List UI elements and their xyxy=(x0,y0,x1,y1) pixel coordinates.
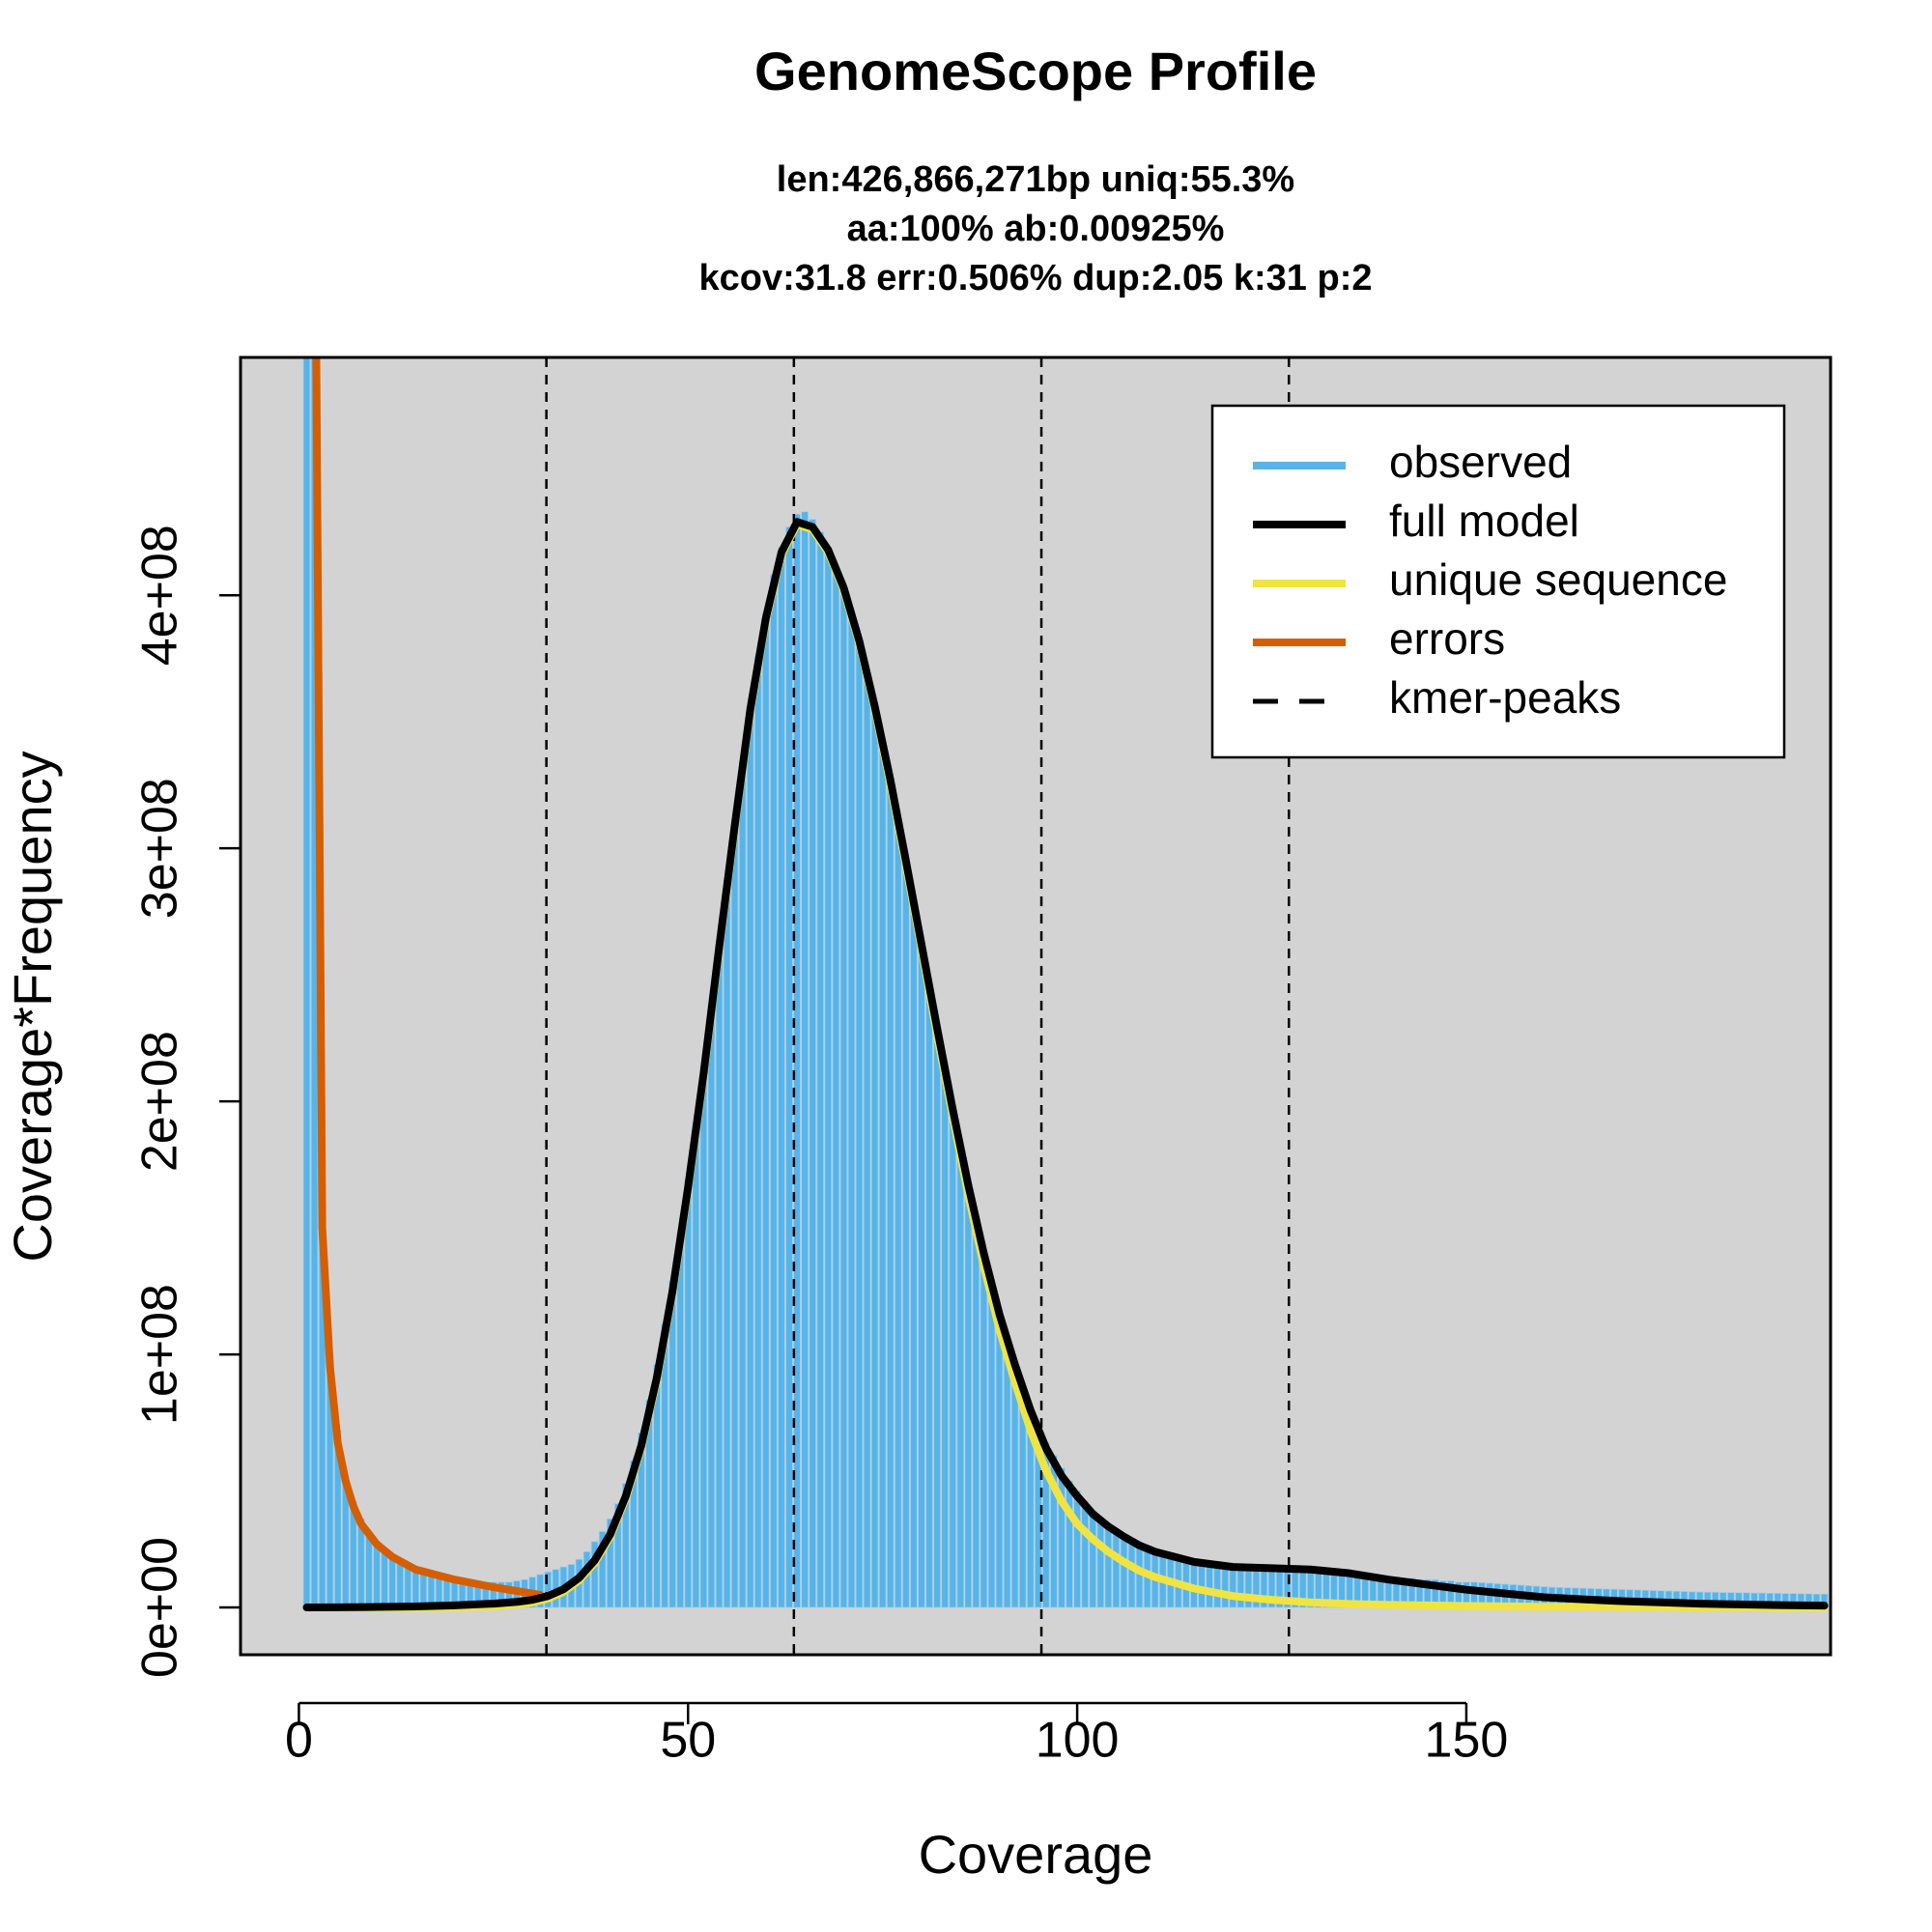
histogram-bar xyxy=(1003,1341,1011,1608)
histogram-bar xyxy=(956,1144,965,1608)
histogram-bar xyxy=(809,519,816,1608)
histogram-bar xyxy=(753,655,762,1608)
histogram-bar xyxy=(1127,1541,1136,1608)
histogram-bar xyxy=(684,1179,693,1608)
histogram-bar xyxy=(1213,1564,1221,1608)
histogram-bar xyxy=(738,761,747,1608)
histogram-bar xyxy=(598,1531,607,1608)
y-axis-label: Coverage*Frequency xyxy=(2,751,63,1262)
x-tick-label: 100 xyxy=(1036,1713,1120,1769)
histogram-bar xyxy=(941,1067,949,1608)
x-axis-label: Coverage xyxy=(919,1824,1153,1885)
legend-label: observed xyxy=(1389,437,1572,487)
chart-title: GenomeScope Profile xyxy=(754,41,1317,101)
histogram-bar xyxy=(832,569,840,1608)
histogram-bar xyxy=(1112,1531,1121,1608)
histogram-bar xyxy=(918,946,925,1608)
histogram-bar xyxy=(972,1217,980,1608)
histogram-bar xyxy=(778,547,785,1608)
legend-label: unique sequence xyxy=(1389,554,1727,605)
histogram-bar xyxy=(1073,1491,1081,1608)
histogram-bar xyxy=(1010,1366,1019,1608)
histogram-bar xyxy=(1236,1566,1245,1608)
histogram-bar xyxy=(933,1027,941,1608)
histogram-bar xyxy=(762,612,770,1608)
axes: 0 50 100 150 0e+00 1e+08 2e+08 3e+08 4e+08 xyxy=(132,355,1833,1769)
histogram-bar xyxy=(824,549,833,1608)
histogram-bar xyxy=(1081,1500,1089,1608)
histogram-bar xyxy=(995,1313,1004,1608)
histogram-bar xyxy=(606,1518,614,1608)
histogram-bar xyxy=(373,1541,381,1608)
subtitle: len:426,866,271bp uniq:55.3% xyxy=(777,159,1294,200)
histogram-bar xyxy=(613,1503,622,1608)
legend: observed full model unique sequence errors k… xyxy=(1210,404,1786,759)
histogram-bar xyxy=(886,786,895,1608)
histogram-bar xyxy=(1229,1566,1237,1608)
histogram-bar xyxy=(1206,1562,1213,1608)
histogram-bar xyxy=(590,1541,599,1608)
series-line xyxy=(312,357,545,1599)
histogram-bar xyxy=(730,819,739,1608)
y-tick-label: 0e+00 xyxy=(132,1537,188,1678)
histogram-bar xyxy=(668,1280,676,1608)
histogram-bar xyxy=(816,531,825,1608)
histogram-bar xyxy=(839,592,848,1608)
histogram-bar xyxy=(1120,1536,1128,1608)
histogram-bar xyxy=(863,678,871,1608)
histogram-bar xyxy=(847,617,856,1608)
histogram-bar xyxy=(910,906,918,1608)
x-tick-label: 0 xyxy=(285,1713,313,1769)
y-tick-label: 1e+08 xyxy=(132,1284,188,1425)
histogram-bar xyxy=(723,880,731,1608)
histogram-bar xyxy=(746,706,754,1608)
histogram-bar xyxy=(381,1548,388,1608)
histogram-bar xyxy=(987,1283,996,1608)
y-tick-label: 2e+08 xyxy=(132,1031,188,1172)
histogram-bar xyxy=(855,645,864,1608)
histogram-bar xyxy=(1096,1518,1105,1608)
histogram-bar xyxy=(770,574,778,1608)
y-tick-label: 3e+08 xyxy=(132,778,188,919)
legend-label: errors xyxy=(1389,613,1505,664)
histogram-bar xyxy=(1065,1480,1073,1608)
histogram-bar xyxy=(801,511,809,1608)
histogram-bar xyxy=(1198,1561,1206,1608)
subtitle: aa:100% ab:0.00925% xyxy=(847,209,1225,249)
histogram-bar xyxy=(676,1232,684,1608)
x-tick-label: 50 xyxy=(660,1713,716,1769)
histogram-bar xyxy=(870,711,879,1608)
x-tick-label: 150 xyxy=(1425,1713,1509,1769)
histogram-bar xyxy=(302,357,311,1608)
histogram-bar xyxy=(980,1250,988,1608)
histogram-bar xyxy=(707,1005,716,1608)
histogram-bar xyxy=(925,986,933,1608)
histogram-bar xyxy=(692,1123,700,1608)
histogram-bar xyxy=(964,1181,973,1608)
histogram-bar xyxy=(1135,1545,1144,1608)
histogram-bar xyxy=(949,1105,956,1608)
histogram-bar xyxy=(699,1065,708,1608)
histogram-bar xyxy=(902,866,910,1608)
histogram-bar xyxy=(544,1571,553,1608)
histogram-bar xyxy=(1104,1525,1113,1608)
histogram-bar xyxy=(715,941,724,1608)
histogram-bar xyxy=(878,749,887,1608)
histogram-bar xyxy=(1221,1565,1229,1608)
y-tick-label: 4e+08 xyxy=(132,525,188,666)
histogram-bar xyxy=(1089,1511,1097,1608)
series-line xyxy=(302,518,1829,1612)
histogram-bar xyxy=(895,825,902,1608)
histogram-bar xyxy=(785,526,793,1608)
legend-label: kmer-peaks xyxy=(1389,672,1621,723)
subtitle: kcov:31.8 err:0.506% dup:2.05 k:31 p:2 xyxy=(698,258,1372,298)
legend-label: full model xyxy=(1389,496,1579,546)
